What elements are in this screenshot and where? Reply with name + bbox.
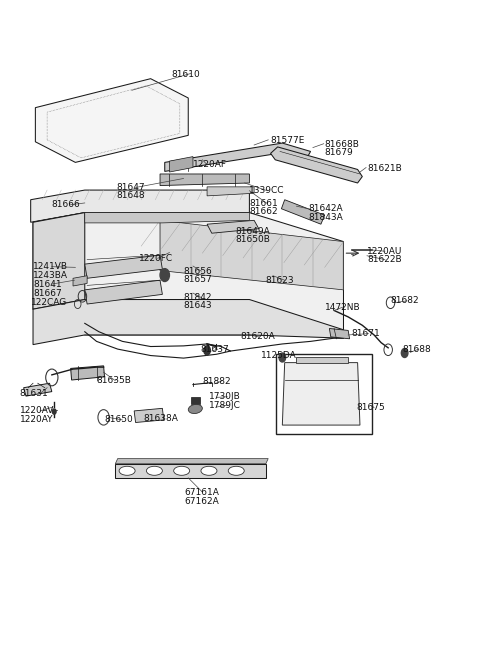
Ellipse shape xyxy=(201,466,217,475)
Polygon shape xyxy=(281,200,324,224)
Text: 81843A: 81843A xyxy=(308,213,343,221)
Polygon shape xyxy=(207,187,254,196)
Circle shape xyxy=(279,353,286,362)
Ellipse shape xyxy=(119,466,135,475)
Text: 81650: 81650 xyxy=(105,415,133,424)
Text: 1220AV: 1220AV xyxy=(20,407,54,415)
Text: 81648: 81648 xyxy=(117,191,145,200)
Text: 81679: 81679 xyxy=(324,148,353,157)
Text: 81647: 81647 xyxy=(117,183,145,192)
Polygon shape xyxy=(160,220,344,290)
Polygon shape xyxy=(165,143,311,171)
Polygon shape xyxy=(282,363,360,425)
Text: 67162A: 67162A xyxy=(184,497,219,505)
Text: 1220AF: 1220AF xyxy=(193,160,227,170)
Text: 122CAG: 122CAG xyxy=(31,298,67,307)
Polygon shape xyxy=(85,281,162,304)
Circle shape xyxy=(52,409,56,414)
Text: 1241VB: 1241VB xyxy=(33,262,68,271)
FancyBboxPatch shape xyxy=(276,354,372,434)
Polygon shape xyxy=(33,213,85,309)
Polygon shape xyxy=(191,397,200,405)
Polygon shape xyxy=(24,383,52,396)
Ellipse shape xyxy=(174,466,190,475)
Polygon shape xyxy=(85,213,250,223)
Text: 81610: 81610 xyxy=(172,70,201,79)
Polygon shape xyxy=(115,459,268,464)
Text: 1220AU: 1220AU xyxy=(367,247,402,256)
Polygon shape xyxy=(31,190,250,222)
Text: 1243BA: 1243BA xyxy=(33,271,68,280)
Circle shape xyxy=(204,346,210,355)
Text: 1125DA: 1125DA xyxy=(261,351,297,360)
Text: 81650B: 81650B xyxy=(235,235,270,244)
Text: 81620A: 81620A xyxy=(240,332,275,342)
Text: 1472NB: 1472NB xyxy=(324,303,360,312)
Polygon shape xyxy=(85,213,254,227)
Polygon shape xyxy=(297,357,348,363)
Polygon shape xyxy=(73,276,87,286)
Ellipse shape xyxy=(188,405,203,413)
Text: 81631: 81631 xyxy=(20,389,48,398)
Text: 81637: 81637 xyxy=(200,345,229,353)
Text: 81661: 81661 xyxy=(250,199,278,208)
Text: 81621B: 81621B xyxy=(367,164,402,173)
Text: 81662: 81662 xyxy=(250,208,278,216)
Text: 81882: 81882 xyxy=(203,377,231,386)
Text: 81623: 81623 xyxy=(265,276,294,284)
Text: 1789JC: 1789JC xyxy=(209,401,241,409)
Text: 81842: 81842 xyxy=(183,293,212,302)
Text: 81666: 81666 xyxy=(52,200,81,210)
Text: 81643: 81643 xyxy=(183,302,212,311)
Polygon shape xyxy=(71,366,105,380)
Circle shape xyxy=(401,348,408,357)
Polygon shape xyxy=(85,255,162,279)
Polygon shape xyxy=(115,464,266,478)
Text: 81642A: 81642A xyxy=(308,204,343,214)
Text: 1220AY: 1220AY xyxy=(20,415,53,424)
Text: 81671: 81671 xyxy=(351,329,380,338)
Text: 81638A: 81638A xyxy=(144,414,179,423)
Polygon shape xyxy=(207,220,259,233)
Text: 1730JB: 1730JB xyxy=(209,392,241,401)
Text: 81675: 81675 xyxy=(357,403,385,412)
Text: 81635B: 81635B xyxy=(96,376,132,385)
Polygon shape xyxy=(134,409,164,422)
Circle shape xyxy=(160,269,169,281)
Text: 81577E: 81577E xyxy=(271,136,305,145)
Text: 81668B: 81668B xyxy=(324,140,360,149)
Ellipse shape xyxy=(146,466,162,475)
Text: 1220FC: 1220FC xyxy=(139,254,173,263)
Text: 81682: 81682 xyxy=(391,296,419,306)
Text: 81622B: 81622B xyxy=(367,255,402,264)
Polygon shape xyxy=(169,156,193,172)
Polygon shape xyxy=(329,328,349,339)
Polygon shape xyxy=(33,213,344,335)
Text: 81657: 81657 xyxy=(183,275,212,284)
Text: 81656: 81656 xyxy=(183,267,212,276)
Polygon shape xyxy=(33,300,344,345)
Text: 81667: 81667 xyxy=(33,288,62,298)
Polygon shape xyxy=(160,174,250,185)
Text: 81649A: 81649A xyxy=(235,227,270,236)
Polygon shape xyxy=(36,79,188,162)
Ellipse shape xyxy=(228,466,244,475)
Polygon shape xyxy=(271,147,362,183)
Text: 81688: 81688 xyxy=(402,345,431,353)
Text: 67161A: 67161A xyxy=(184,487,219,497)
Text: 81641: 81641 xyxy=(33,280,61,288)
Text: 1339CC: 1339CC xyxy=(250,186,285,195)
